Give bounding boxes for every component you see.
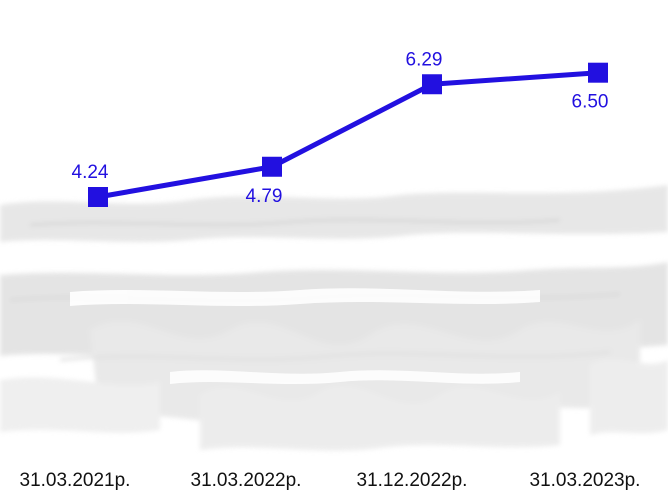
data-point-2 (262, 156, 282, 177)
plot-area: 4.24 4.79 6.29 6.50 (72, 49, 609, 207)
data-label-1: 4.24 (72, 162, 109, 183)
data-point-1 (88, 187, 108, 207)
data-label-3: 6.29 (406, 49, 443, 70)
x-tick-label-4: 31.03.2023р. (530, 470, 641, 491)
x-tick-label-1: 31.03.2021р. (20, 470, 131, 491)
data-label-4: 6.50 (572, 92, 609, 113)
data-point-3 (422, 74, 442, 95)
x-tick-label-3: 31.12.2022р. (357, 470, 468, 491)
data-point-4 (588, 62, 608, 83)
x-axis: 31.03.2021р. 31.03.2022р. 31.12.2022р. 31.0… (20, 470, 641, 491)
data-labels: 4.24 4.79 6.29 6.50 (72, 49, 609, 207)
series-line (97, 70, 599, 200)
data-markers (88, 62, 608, 207)
background-texture (0, 185, 668, 451)
data-label-2: 4.79 (246, 186, 283, 207)
background-texture-highlights (70, 288, 540, 384)
x-tick-label-2: 31.03.2022р. (191, 470, 302, 491)
